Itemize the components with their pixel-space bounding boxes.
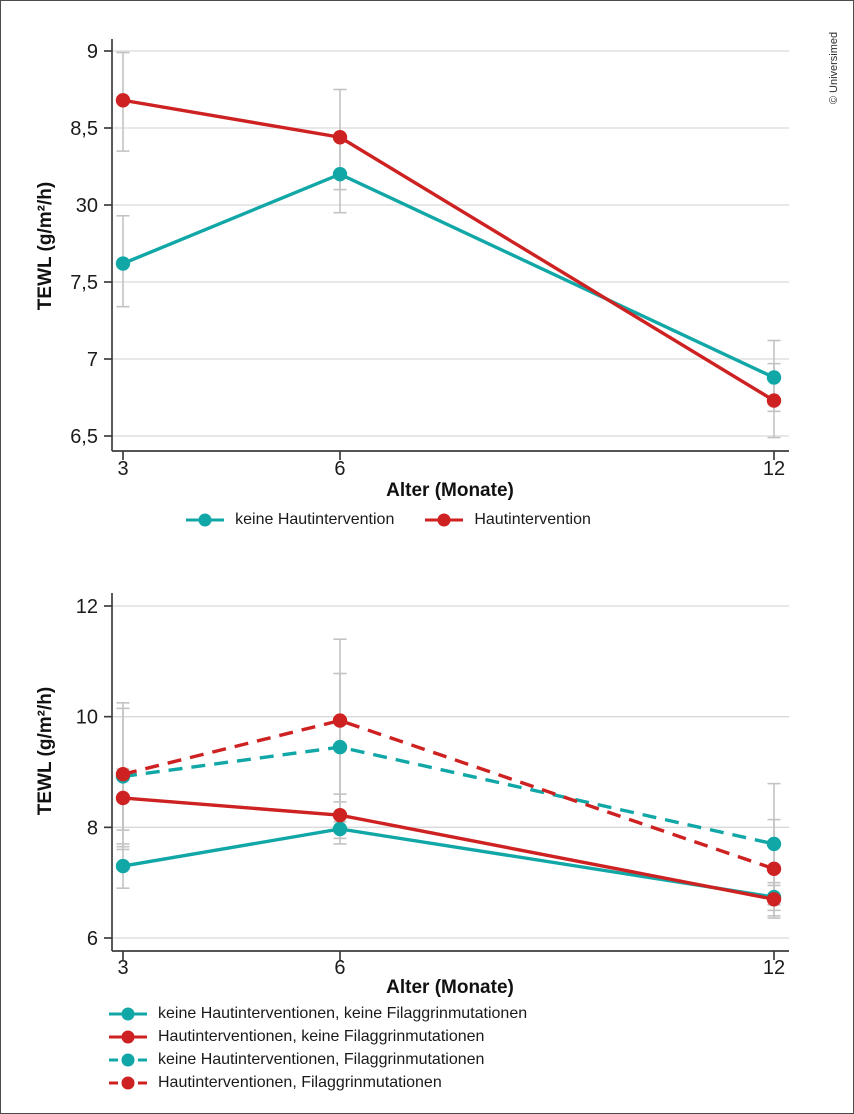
solid-line-marker-icon <box>109 1007 147 1021</box>
y-axis-label-top: TEWL (g/m²/h) <box>35 181 56 311</box>
y-tick-label: 7 <box>87 349 98 371</box>
legend-item: keine Hautinterventionen, keine Filaggri… <box>108 1005 527 1023</box>
x-axis-label-bottom: Alter (Monate) <box>386 977 514 998</box>
y-tick-label: 8,5 <box>70 118 98 140</box>
legend-label: Hautinterventionen, Filaggrinmutationen <box>158 1074 442 1091</box>
legend-label: keine Hautinterventionen, keine Filaggri… <box>158 1005 528 1022</box>
legend-label: keine Hautinterventionen, Filaggrinmutat… <box>158 1051 485 1068</box>
x-tick-label: 3 <box>117 957 128 979</box>
axes: 9 8,5 30 7,5 7 6,5 3 6 12 <box>70 39 789 480</box>
chart-top: 9 8,5 30 7,5 7 6,5 3 6 12 <box>70 39 789 480</box>
data-point <box>766 892 782 907</box>
y-tick-label: 7,5 <box>70 272 98 294</box>
data-point <box>332 713 348 728</box>
data-point <box>115 767 131 782</box>
legend-item: Hautintervention <box>424 511 591 529</box>
legend-top: keine Hautintervention Hautintervention <box>50 511 726 529</box>
x-tick-label: 12 <box>763 957 785 979</box>
gridlines <box>112 50 789 437</box>
x-tick-label: 6 <box>334 458 345 480</box>
data-point <box>766 370 782 385</box>
data-point <box>332 821 348 837</box>
y-tick-label: 9 <box>87 41 98 63</box>
series-keine-hautinterventionen-filaggrinmutationen <box>115 739 782 852</box>
data-point <box>766 393 782 408</box>
series-keine-hautinterventionen-keine-filaggrinmutationen <box>115 821 782 905</box>
data-point <box>332 130 348 145</box>
data-point <box>766 861 782 877</box>
legend-item: Hautinterventionen, Filaggrinmutationen <box>108 1074 527 1092</box>
y-axis-label-bottom: TEWL (g/m²/h) <box>35 686 56 816</box>
legend-item: keine Hautinterventionen, Filaggrinmutat… <box>108 1051 527 1069</box>
y-tick-label: 6,5 <box>70 426 98 448</box>
series-hautinterventionen-filaggrinmutationen <box>115 713 782 877</box>
legend-label: Hautinterventionen, keine Filaggrinmutat… <box>158 1028 485 1045</box>
y-tick-label: 8 <box>87 817 98 839</box>
y-tick-label: 12 <box>76 596 98 618</box>
solid-line-marker-icon <box>425 513 464 527</box>
y-tick-label: 30 <box>76 195 98 217</box>
y-tick-label: 10 <box>76 707 98 729</box>
dashed-line-marker-icon <box>109 1053 147 1067</box>
data-point <box>115 858 131 874</box>
data-point <box>115 790 131 806</box>
solid-line-marker-icon <box>109 1030 147 1044</box>
legend-label: keine Hautintervention <box>235 511 395 528</box>
x-tick-label: 6 <box>334 957 345 979</box>
legend-label: Hautintervention <box>474 511 591 528</box>
x-tick-label: 3 <box>117 458 128 480</box>
legend-bottom: keine Hautinterventionen, keine Filaggri… <box>108 1005 527 1092</box>
legend-item: Hautinterventionen, keine Filaggrinmutat… <box>108 1028 527 1046</box>
dashed-line-marker-icon <box>109 1076 147 1090</box>
data-point <box>332 807 348 823</box>
series-hautinterventionen-keine-filaggrinmutationen <box>115 790 782 907</box>
copyright-watermark: © Universimed <box>828 31 840 105</box>
error-bars <box>116 51 781 439</box>
gridlines <box>112 605 789 939</box>
x-tick-label: 12 <box>763 458 785 480</box>
y-tick-label: 6 <box>87 928 98 950</box>
data-point <box>332 167 348 182</box>
x-axis-label-top: Alter (Monate) <box>386 480 514 501</box>
data-point <box>766 836 782 852</box>
legend-item: keine Hautintervention <box>185 511 394 529</box>
series-keine-hautintervention <box>115 167 782 385</box>
solid-line-marker-icon <box>186 513 225 527</box>
series-hautintervention <box>115 93 782 408</box>
data-point <box>115 256 131 271</box>
data-point <box>115 93 131 108</box>
error-bars <box>116 638 781 919</box>
data-point <box>332 739 348 755</box>
